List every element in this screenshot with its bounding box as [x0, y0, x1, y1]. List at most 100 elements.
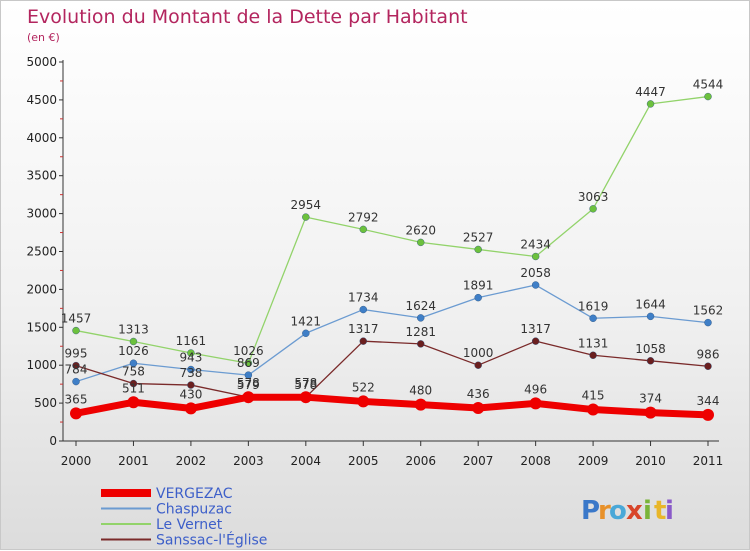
x-tick-label: 2005 — [348, 454, 379, 468]
x-tick-label: 2006 — [405, 454, 436, 468]
data-point — [72, 377, 80, 386]
data-label: 2792 — [348, 210, 379, 224]
x-tick-label: 2001 — [118, 454, 149, 468]
data-label: 344 — [697, 394, 720, 408]
chart-subtitle: (en €) — [27, 31, 60, 44]
data-point — [472, 401, 485, 414]
legend-item: Sanssac-l'Église — [101, 532, 267, 549]
x-tick-label: 2010 — [635, 454, 666, 468]
data-point — [531, 281, 540, 289]
data-point — [531, 252, 540, 261]
series-line — [75, 284, 709, 383]
series-chaspuzac — [72, 281, 712, 386]
legend-item: Chaspuzac — [101, 502, 232, 518]
data-label: 496 — [524, 382, 547, 396]
data-point — [129, 379, 138, 388]
data-point — [302, 213, 310, 221]
x-tick-label: 2007 — [463, 454, 494, 468]
data-label: 578 — [294, 376, 317, 390]
data-label: 1313 — [118, 322, 149, 336]
series-line — [72, 393, 712, 419]
data-point — [72, 361, 80, 370]
data-label: 4447 — [635, 85, 666, 99]
data-point — [417, 238, 425, 247]
logo-letter: x — [626, 496, 643, 526]
series-layer — [70, 92, 714, 421]
data-point — [242, 391, 255, 404]
data-point — [244, 371, 253, 379]
data-label: 522 — [352, 380, 375, 394]
data-point — [702, 408, 714, 421]
data-label: 3063 — [578, 190, 609, 204]
data-label: 1026 — [118, 344, 149, 358]
data-labels: 1457 1313 1161 1026 2954 2792 2620 2527 2434 3063… — [61, 78, 724, 408]
data-label: 1619 — [578, 299, 609, 313]
x-tick-label: 2004 — [291, 454, 322, 468]
data-label: 578 — [294, 378, 317, 392]
y-tick-label: 500 — [34, 396, 57, 410]
data-point — [474, 361, 482, 369]
data-point — [644, 406, 657, 419]
series-sanssac-l-glise — [72, 337, 712, 401]
data-point — [129, 337, 138, 346]
x-tick-label: 2011 — [693, 454, 724, 468]
y-tick-label: 2500 — [26, 245, 57, 259]
logo-letter: i — [643, 496, 652, 526]
data-point — [704, 362, 712, 370]
data-point — [187, 365, 195, 374]
data-point — [72, 326, 80, 335]
data-label: 365 — [65, 392, 88, 406]
data-point — [417, 340, 425, 348]
legend-item: VERGEZAC — [101, 486, 233, 502]
data-point — [129, 359, 138, 367]
data-label: 1131 — [578, 336, 609, 350]
data-label: 2058 — [520, 266, 551, 280]
data-label: 1891 — [463, 279, 494, 293]
data-point — [474, 293, 482, 302]
data-point — [70, 407, 82, 420]
data-point — [244, 359, 253, 367]
data-label: 2527 — [463, 230, 494, 244]
data-label: 1000 — [463, 346, 494, 360]
data-label: 1317 — [348, 322, 379, 336]
data-label: 374 — [639, 392, 662, 406]
y-tick-label: 4000 — [26, 131, 57, 145]
logo-letter: P — [581, 496, 600, 526]
axes: 0 500 1000 1500 2000 2500 3000 3500 4000 4500 5000… — [26, 55, 723, 468]
chart-title: Evolution du Montant de la Dette par Hab… — [27, 6, 468, 28]
data-point — [589, 314, 597, 322]
data-label: 738 — [179, 366, 202, 380]
logo-letter: t — [654, 496, 666, 526]
data-label: 1058 — [635, 342, 666, 356]
data-point — [646, 357, 655, 365]
x-tick-label: 2002 — [176, 454, 207, 468]
data-label: 430 — [179, 387, 202, 401]
logo-letter: o — [609, 496, 627, 526]
data-point — [704, 92, 712, 101]
data-point — [474, 245, 482, 254]
data-point — [589, 205, 597, 213]
data-label: 943 — [179, 351, 202, 365]
x-tick-label: 2008 — [520, 454, 551, 468]
x-tick-label: 2000 — [61, 454, 92, 468]
data-point — [587, 403, 600, 416]
data-label: 511 — [122, 381, 145, 395]
data-point — [589, 351, 597, 359]
data-label: 1644 — [635, 297, 666, 311]
y-tick-label: 0 — [49, 434, 57, 448]
series-le-vernet — [72, 92, 712, 367]
data-label: 4544 — [693, 78, 724, 92]
data-label: 480 — [409, 384, 432, 398]
data-label: 758 — [122, 365, 145, 379]
data-label: 1281 — [405, 325, 436, 339]
data-label: 579 — [237, 378, 260, 392]
data-label: 1026 — [233, 344, 264, 358]
data-point — [529, 397, 542, 410]
data-point — [646, 312, 655, 321]
legend-label: Le Vernet — [156, 517, 223, 533]
logo-letter: i — [665, 496, 674, 526]
data-label: 1161 — [176, 334, 207, 348]
